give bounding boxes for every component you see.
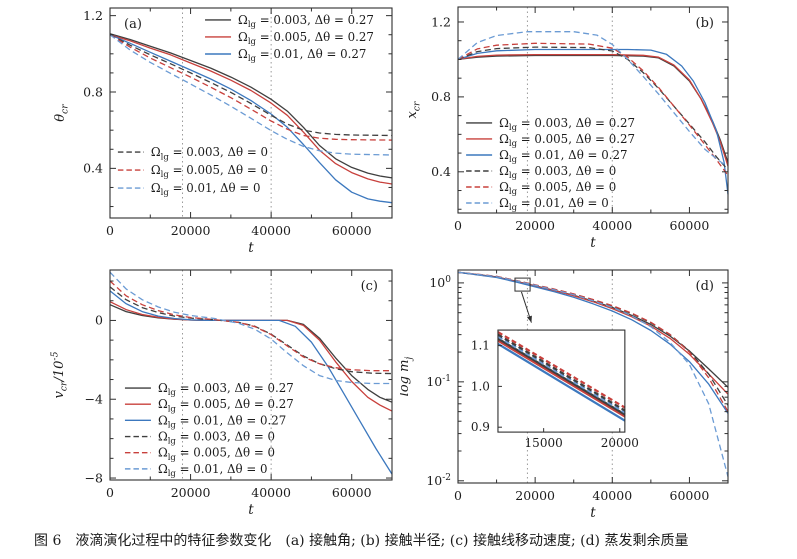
svg-text:t: t [248,502,254,518]
svg-text:−4: −4 [85,392,103,407]
svg-text:Ωlg = 0.01, Δθ = 0.27: Ωlg = 0.01, Δθ = 0.27 [158,413,286,430]
svg-text:0: 0 [95,313,103,328]
svg-text:20000: 20000 [171,485,211,500]
svg-text:10-2: 10-2 [426,473,451,488]
svg-text:(b): (b) [696,16,714,31]
svg-text:Ωlg = 0.005, Δθ = 0.27: Ωlg = 0.005, Δθ = 0.27 [238,30,374,47]
svg-text:40000: 40000 [592,488,632,503]
svg-text:Ωlg = 0.01, Δθ = 0.27: Ωlg = 0.01, Δθ = 0.27 [499,148,627,165]
svg-text:1.2: 1.2 [83,8,103,23]
svg-text:Ωlg = 0.005, Δθ = 0.27: Ωlg = 0.005, Δθ = 0.27 [499,132,635,149]
svg-text:0.4: 0.4 [431,164,451,179]
svg-text:θcr: θcr [53,104,71,122]
svg-text:0.4: 0.4 [83,161,103,176]
svg-text:Ωlg = 0.003, Δθ = 0: Ωlg = 0.003, Δθ = 0 [151,145,268,162]
chart-panel-b-contact-radius: 0 20000 40000 60000 0.4 0.8 1.2 t xcr (b) Ωlg = 0.… [405,6,729,251]
svg-text:Ωlg = 0.005, Δθ = 0: Ωlg = 0.005, Δθ = 0 [151,163,268,180]
svg-text:60000: 60000 [670,488,710,503]
svg-text:0: 0 [454,218,462,233]
svg-text:log mj: log mj [400,357,415,397]
svg-text:0.9: 0.9 [471,420,490,434]
svg-text:1.2: 1.2 [431,14,451,29]
svg-text:Ωlg = 0.01, Δθ = 0: Ωlg = 0.01, Δθ = 0 [151,181,261,198]
svg-text:vcr/10-5: vcr/10-5 [50,351,70,398]
svg-text:20000: 20000 [515,218,555,233]
svg-text:0: 0 [106,485,114,500]
svg-text:t: t [248,240,254,256]
svg-text:20000: 20000 [515,488,555,503]
svg-text:Ωlg = 0.003, Δθ = 0.27: Ωlg = 0.003, Δθ = 0.27 [238,13,374,30]
svg-text:Ωlg = 0.01, Δθ = 0.27: Ωlg = 0.01, Δθ = 0.27 [238,47,366,64]
figure-caption: 图 6 液滴演化过程中的特征参数变化 (a) 接触角; (b) 接触半径; (c… [34,533,689,549]
svg-text:60000: 60000 [332,223,372,238]
svg-text:(c): (c) [361,279,378,294]
svg-text:Ωlg = 0.01, Δθ = 0: Ωlg = 0.01, Δθ = 0 [158,462,268,479]
svg-text:15000: 15000 [525,436,563,450]
svg-text:Ωlg = 0.01, Δθ = 0: Ωlg = 0.01, Δθ = 0 [499,196,609,213]
svg-text:Ωlg = 0.003, Δθ = 0: Ωlg = 0.003, Δθ = 0 [158,430,275,447]
svg-text:40000: 40000 [592,218,632,233]
svg-text:Ωlg = 0.003, Δθ = 0: Ωlg = 0.003, Δθ = 0 [499,164,616,181]
svg-text:40000: 40000 [251,223,291,238]
chart-panel-d-remaining-mass: 0 20000 40000 60000 100 10-1 10-2 t log mj (d) 150… [400,269,729,521]
svg-text:Ωlg = 0.003, Δθ = 0.27: Ωlg = 0.003, Δθ = 0.27 [158,381,294,398]
svg-text:Ωlg = 0.003, Δθ = 0.27: Ωlg = 0.003, Δθ = 0.27 [499,116,635,133]
svg-text:100: 100 [429,275,451,290]
svg-text:Ωlg = 0.005, Δθ = 0: Ωlg = 0.005, Δθ = 0 [158,446,275,463]
svg-text:1.0: 1.0 [471,379,490,393]
svg-text:t: t [590,505,596,521]
svg-text:60000: 60000 [670,218,710,233]
svg-text:0.8: 0.8 [83,84,103,99]
svg-text:20000: 20000 [601,436,639,450]
svg-text:10-1: 10-1 [426,374,451,389]
svg-text:(d): (d) [696,279,714,294]
svg-text:−8: −8 [85,470,103,485]
svg-text:1.1: 1.1 [471,339,490,353]
chart-panel-a-contact-angle: 0 20000 40000 60000 0.4 0.8 1.2 t θcr (a) Ωlg = 0.… [53,7,393,256]
svg-text:60000: 60000 [332,485,372,500]
svg-text:20000: 20000 [171,223,211,238]
svg-text:0.8: 0.8 [431,89,451,104]
svg-text:Ωlg = 0.005, Δθ = 0: Ωlg = 0.005, Δθ = 0 [499,180,616,197]
svg-text:40000: 40000 [251,485,291,500]
svg-text:xcr: xcr [405,101,423,119]
svg-text:(a): (a) [124,17,142,32]
chart-panel-c-contact-line-velocity: 0 20000 40000 60000 0 −4 −8 t vcr/10-5 (c) Ωlg = 0… [50,269,393,518]
svg-text:0: 0 [454,488,462,503]
svg-text:0: 0 [106,223,114,238]
svg-text:Ωlg = 0.005, Δθ = 0.27: Ωlg = 0.005, Δθ = 0.27 [158,397,294,414]
svg-text:t: t [590,235,596,251]
